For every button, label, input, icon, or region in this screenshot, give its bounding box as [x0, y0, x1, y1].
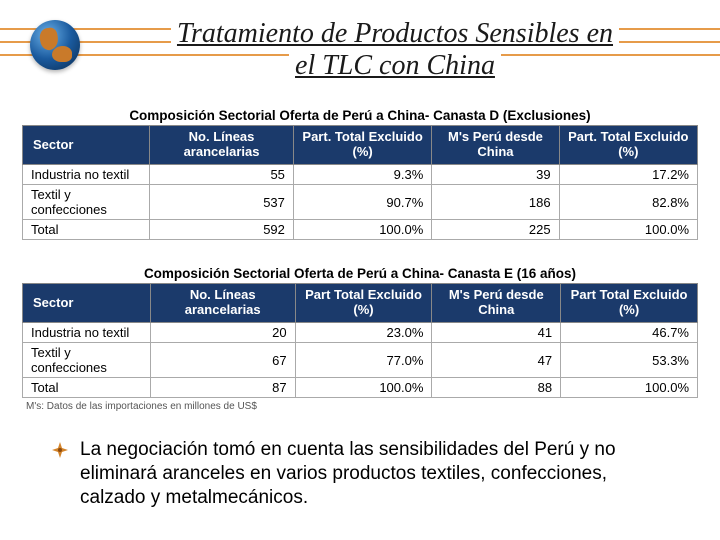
cell-ms: 41 — [432, 323, 561, 343]
cell-part: 23.0% — [295, 323, 432, 343]
cell-ms: 186 — [432, 185, 559, 220]
cell-sector: Industria no textil — [23, 323, 151, 343]
compass-bullet-icon — [52, 442, 68, 458]
cell-part: 100.0% — [295, 378, 432, 398]
table-row: Industria no textil 20 23.0% 41 46.7% — [23, 323, 698, 343]
table-row: Total 87 100.0% 88 100.0% — [23, 378, 698, 398]
th-sector: Sector — [23, 126, 150, 165]
cell-lineas: 67 — [150, 343, 295, 378]
title-area: Tratamiento de Productos Sensibles en el… — [0, 0, 720, 92]
cell-part2: 53.3% — [561, 343, 698, 378]
table-d-title: Composición Sectorial Oferta de Perú a C… — [22, 108, 698, 123]
cell-lineas: 537 — [150, 185, 294, 220]
cell-lineas: 20 — [150, 323, 295, 343]
cell-part: 9.3% — [293, 165, 431, 185]
cell-part2: 100.0% — [559, 220, 697, 240]
bullet-area: La negociación tomó en cuenta las sensib… — [0, 412, 720, 509]
th-ms: M's Perú desde China — [432, 126, 559, 165]
bullet-text: La negociación tomó en cuenta las sensib… — [80, 438, 670, 509]
table-e-title: Composición Sectorial Oferta de Perú a C… — [22, 266, 698, 281]
table-row: Textil y confecciones 537 90.7% 186 82.8… — [23, 185, 698, 220]
cell-ms: 47 — [432, 343, 561, 378]
th-lineas: No. Líneas arancelarias — [150, 126, 294, 165]
slide-title-line2: el TLC con China — [289, 50, 501, 82]
cell-part2: 82.8% — [559, 185, 697, 220]
table-row: Textil y confecciones 67 77.0% 47 53.3% — [23, 343, 698, 378]
footnote: M's: Datos de las importaciones en millo… — [26, 401, 698, 412]
globe-icon — [30, 20, 80, 70]
slide-title-line1: Tratamiento de Productos Sensibles en — [171, 18, 619, 50]
th-part2: Part. Total Excluido (%) — [559, 126, 697, 165]
cell-part2: 46.7% — [561, 323, 698, 343]
cell-ms: 88 — [432, 378, 561, 398]
table-row: Total 592 100.0% 225 100.0% — [23, 220, 698, 240]
cell-part2: 100.0% — [561, 378, 698, 398]
cell-lineas: 87 — [150, 378, 295, 398]
cell-ms: 39 — [432, 165, 559, 185]
cell-part: 77.0% — [295, 343, 432, 378]
table-e: Sector No. Líneas arancelarias Part Tota… — [22, 283, 698, 398]
cell-lineas: 55 — [150, 165, 294, 185]
table-d: Sector No. Líneas arancelarias Part. Tot… — [22, 125, 698, 240]
tables-region: Composición Sectorial Oferta de Perú a C… — [0, 92, 720, 412]
cell-ms: 225 — [432, 220, 559, 240]
th-sector: Sector — [23, 284, 151, 323]
cell-sector: Total — [23, 220, 150, 240]
th-part: Part Total Excluido (%) — [295, 284, 432, 323]
th-part: Part. Total Excluido (%) — [293, 126, 431, 165]
cell-sector: Textil y confecciones — [23, 185, 150, 220]
table-row: Industria no textil 55 9.3% 39 17.2% — [23, 165, 698, 185]
th-ms: M's Perú desde China — [432, 284, 561, 323]
cell-sector: Industria no textil — [23, 165, 150, 185]
cell-sector: Textil y confecciones — [23, 343, 151, 378]
th-part2: Part Total Excluido (%) — [561, 284, 698, 323]
cell-part2: 17.2% — [559, 165, 697, 185]
cell-part: 100.0% — [293, 220, 431, 240]
cell-part: 90.7% — [293, 185, 431, 220]
cell-sector: Total — [23, 378, 151, 398]
cell-lineas: 592 — [150, 220, 294, 240]
th-lineas: No. Líneas arancelarias — [150, 284, 295, 323]
